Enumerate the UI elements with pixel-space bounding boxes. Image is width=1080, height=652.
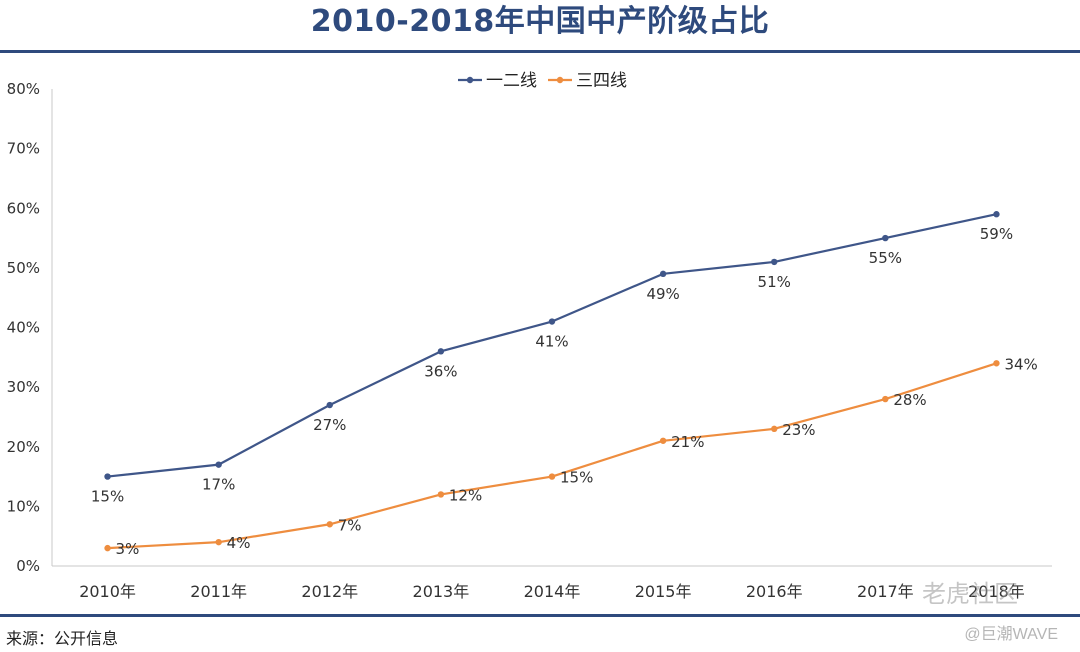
series-layer: 15% 17% 27% 36% 41% 49% 51% 55% 59% 3% 4% 7% 12% 15% 2… xyxy=(91,211,1038,558)
data-label: 34% xyxy=(1004,355,1037,373)
data-point xyxy=(326,401,333,409)
legend-item: 一二线 xyxy=(458,71,537,91)
data-point xyxy=(659,270,667,278)
legend-label: 三四线 xyxy=(576,71,627,91)
data-point xyxy=(659,437,667,444)
series-1: 15% 17% 27% 36% 41% 49% 51% 55% 59% xyxy=(91,211,1013,506)
data-label: 4% xyxy=(227,534,251,552)
data-point xyxy=(993,360,1000,367)
x-tick-label: 2012年 xyxy=(301,582,358,601)
data-point xyxy=(326,521,333,528)
data-label: 15% xyxy=(560,469,593,487)
data-point xyxy=(437,348,445,355)
title-divider xyxy=(0,50,1080,53)
data-label: 3% xyxy=(116,540,140,558)
footer-divider xyxy=(0,614,1080,617)
x-tick-label: 2015年 xyxy=(635,582,692,601)
y-tick-label: 30% xyxy=(7,378,40,396)
y-axis: 0% 10% 20% 30% 40% 50% 60% 70% 80% xyxy=(7,80,53,575)
series-line xyxy=(107,362,997,550)
chart-title: 2010-2018年中国中产阶级占比 xyxy=(310,4,770,39)
data-label: 21% xyxy=(671,433,704,451)
data-point xyxy=(215,461,222,468)
data-label: 59% xyxy=(980,225,1013,243)
data-point xyxy=(104,473,111,480)
data-label: 17% xyxy=(202,476,235,494)
y-tick-label: 80% xyxy=(7,80,40,98)
data-point xyxy=(548,473,556,480)
y-tick-label: 70% xyxy=(7,140,40,158)
data-label: 49% xyxy=(646,285,679,303)
data-point xyxy=(215,538,222,546)
data-point xyxy=(437,491,445,498)
data-point xyxy=(771,425,778,433)
x-tick-label: 2014年 xyxy=(524,582,581,601)
legend-marker xyxy=(466,76,474,84)
data-point xyxy=(993,211,1000,218)
legend-marker xyxy=(556,76,564,84)
x-tick-label: 2016年 xyxy=(746,582,803,601)
line-chart: 一二线 三四线 0%10%20%30%40%50%60%70%80% 2010年 2… xyxy=(7,71,1052,601)
data-label: 15% xyxy=(91,488,124,506)
data-label: 23% xyxy=(782,421,815,439)
y-tick-label: 60% xyxy=(7,199,40,217)
data-label: 28% xyxy=(893,391,926,409)
y-tick-label: 20% xyxy=(7,438,40,456)
watermark-handle: @巨潮WAVE xyxy=(964,626,1058,643)
legend-item: 三四线 xyxy=(548,71,627,91)
data-label: 51% xyxy=(758,273,791,291)
series-2: 3% 4% 7% 12% 15% 21% 23% 28% 34% xyxy=(104,355,1038,558)
data-label: 27% xyxy=(313,416,346,434)
legend: 一二线 三四线 xyxy=(458,71,627,91)
x-tick-label: 2018年 xyxy=(968,582,1025,601)
watermark: 老虎社区 xyxy=(922,580,1018,608)
x-tick-label: 2011年 xyxy=(190,582,247,601)
y-tick-label: 10% xyxy=(7,497,40,515)
x-tick-label: 2013年 xyxy=(413,582,470,601)
x-axis: 2010年 2011年 2012年 2013年 2014年 2015年 2016年 2017年… xyxy=(52,565,1052,601)
data-label: 55% xyxy=(869,249,902,267)
data-point xyxy=(771,258,778,266)
y-tick-label: 0% xyxy=(16,557,40,575)
data-label: 12% xyxy=(449,486,482,504)
source-note: 来源：公开信息 xyxy=(6,629,119,648)
data-label: 41% xyxy=(535,333,568,351)
x-tick-label: 2010年 xyxy=(79,582,136,601)
y-tick-label: 50% xyxy=(7,259,40,277)
data-point xyxy=(882,395,889,403)
data-label: 36% xyxy=(424,362,457,380)
legend-label: 一二线 xyxy=(486,71,537,91)
data-point xyxy=(548,318,556,325)
data-label: 7% xyxy=(338,516,362,534)
y-tick-label: 40% xyxy=(7,319,40,337)
x-tick-label: 2017年 xyxy=(857,582,914,601)
data-point xyxy=(882,234,889,242)
data-point xyxy=(104,544,111,552)
